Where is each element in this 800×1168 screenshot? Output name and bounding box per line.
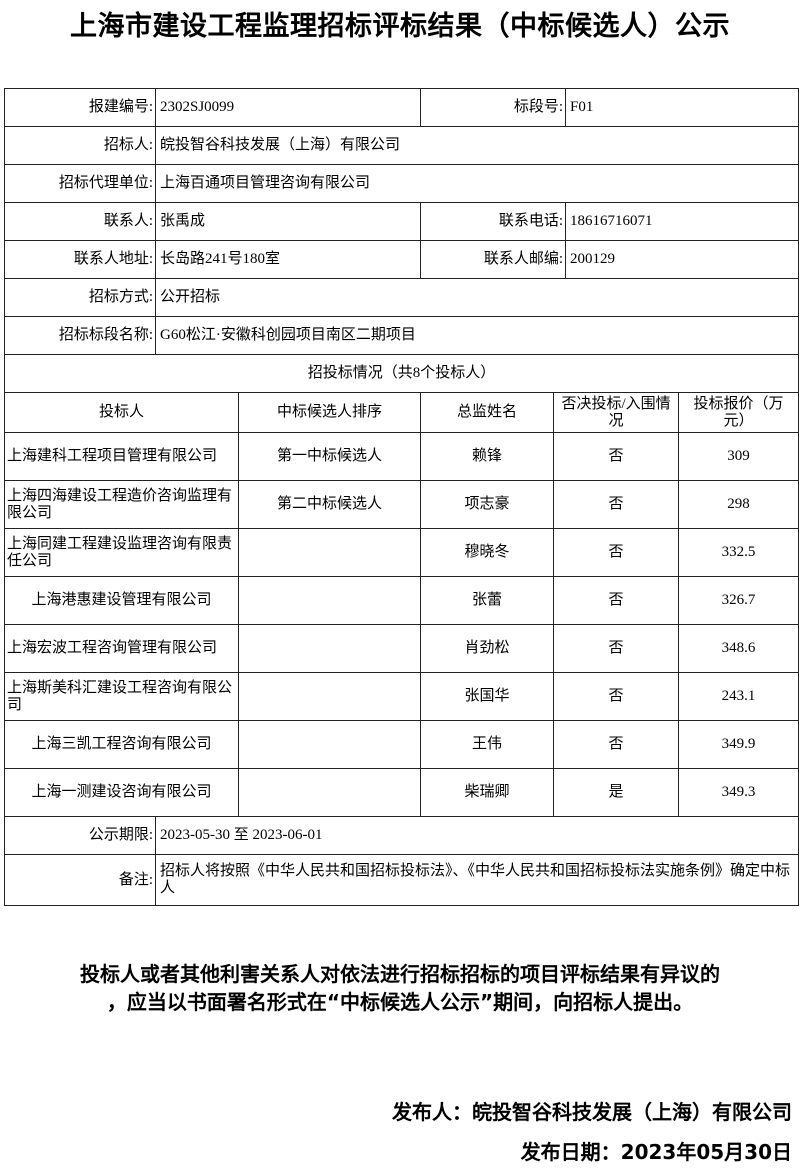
candidate-rank: [237, 576, 422, 625]
agency-label: 招标代理单位:: [4, 164, 156, 203]
agency: 上海百通项目管理咨询有限公司: [154, 164, 800, 203]
candidate-rank: [237, 624, 422, 673]
col-rank: 中标候选人排序: [237, 392, 422, 433]
section-no-label: 标段号:: [420, 88, 567, 127]
bid-price: 349.3: [678, 768, 800, 817]
remark-label: 备注:: [4, 854, 156, 906]
rejected-status: 否: [553, 672, 680, 721]
director-name: 赖锋: [420, 432, 555, 481]
bid-row: 上海四海建设工程造价咨询监理有限公司 第二中标候选人 项志豪否 298: [4, 480, 800, 529]
objection-notice: 投标人或者其他利害关系人对依法进行招标招标的项目评标结果有异议的 ，应当以书面署…: [0, 960, 800, 1016]
col-price: 投标报价（万元）: [678, 392, 800, 433]
rejected-status: 否: [553, 480, 680, 529]
bidder-name: 上海港惠建设管理有限公司: [4, 576, 239, 625]
page-title: 上海市建设工程监理招标评标结果（中标候选人）公示: [70, 11, 730, 42]
contact-label: 联系人:: [4, 202, 156, 241]
col-director: 总监姓名: [420, 392, 555, 433]
candidate-rank: 第二中标候选人: [237, 480, 422, 529]
bidder-name: 上海建科工程项目管理有限公司: [4, 432, 239, 481]
director-name: 张国华: [420, 672, 555, 721]
bid-price: 332.5: [678, 528, 800, 577]
rejected-status: 否: [553, 720, 680, 769]
tenderer: 皖投智谷科技发展（上海）有限公司: [154, 126, 800, 165]
section-name: G60松江·安徽科创园项目南区二期项目: [154, 316, 800, 355]
method: 公开招标: [154, 278, 800, 317]
notice-line-1: 投标人或者其他利害关系人对依法进行招标招标的项目评标结果有异议的: [80, 962, 720, 986]
tenderer-label: 招标人:: [4, 126, 156, 165]
postcode-label: 联系人邮编:: [420, 240, 567, 279]
bid-price: 243.1: [678, 672, 800, 721]
bidder-name: 上海同建工程建设监理咨询有限责任公司: [4, 528, 239, 577]
director-name: 王伟: [420, 720, 555, 769]
rejected-status: 否: [553, 624, 680, 673]
publish-date: 发布日期：2023年05月30日: [520, 1140, 792, 1164]
candidate-rank: [237, 720, 422, 769]
project-no-label: 报建编号:: [4, 88, 156, 127]
bidder-name: 上海四海建设工程造价咨询监理有限公司: [4, 480, 239, 529]
rejected-status: 是: [553, 768, 680, 817]
notice-line-2: ，应当以书面署名形式在“中标候选人公示”期间，向招标人提出。: [106, 990, 694, 1014]
candidate-rank: [237, 528, 422, 577]
director-name: 项志豪: [420, 480, 555, 529]
publisher: 发布人：皖投智谷科技发展（上海）有限公司: [392, 1100, 792, 1124]
bid-price: 326.7: [678, 576, 800, 625]
result-table: 报建编号: 2302SJ0099 标段号: F01 招标人: 皖投智谷科技发展（…: [3, 88, 800, 906]
director-name: 肖劲松: [420, 624, 555, 673]
contact: 张禹成: [154, 202, 422, 241]
phone-label: 联系电话:: [420, 202, 567, 241]
postcode: 200129: [565, 240, 800, 279]
director-name: 穆晓冬: [420, 528, 555, 577]
bid-row: 上海同建工程建设监理咨询有限责任公司 穆晓冬否 332.5: [4, 528, 800, 577]
project-no: 2302SJ0099: [154, 88, 422, 127]
bid-price: 298: [678, 480, 800, 529]
bid-row: 上海建科工程项目管理有限公司 第一中标候选人 赖锋否 309: [4, 432, 800, 481]
bid-price: 349.9: [678, 720, 800, 769]
rejected-status: 否: [553, 576, 680, 625]
bid-price: 348.6: [678, 624, 800, 673]
address: 长岛路241号180室: [154, 240, 422, 279]
bid-price: 309: [678, 432, 800, 481]
remark: 招标人将按照《中华人民共和国招标投标法》、《中华人民共和国招标投标法实施条例》确…: [154, 854, 800, 906]
section-no: F01: [565, 88, 800, 127]
bid-row: 上海三凯工程咨询有限公司 王伟否 349.9: [4, 720, 800, 769]
rejected-status: 否: [553, 528, 680, 577]
address-label: 联系人地址:: [4, 240, 156, 279]
bid-row: 上海斯美科汇建设工程咨询有限公司 张国华否 243.1: [4, 672, 800, 721]
candidate-rank: [237, 672, 422, 721]
col-bidder: 投标人: [4, 392, 239, 433]
bid-row: 上海宏波工程咨询管理有限公司 肖劲松否 348.6: [4, 624, 800, 673]
section-name-label: 招标标段名称:: [4, 316, 156, 355]
bidder-name: 上海宏波工程咨询管理有限公司: [4, 624, 239, 673]
bid-row: 上海一测建设咨询有限公司 柴瑞卿是 349.3: [4, 768, 800, 817]
period-label: 公示期限:: [4, 816, 156, 855]
phone: 18616716071: [565, 202, 800, 241]
candidate-rank: [237, 768, 422, 817]
bidder-name: 上海三凯工程咨询有限公司: [4, 720, 239, 769]
bidder-name: 上海斯美科汇建设工程咨询有限公司: [4, 672, 239, 721]
period: 2023-05-30 至 2023-06-01: [154, 816, 800, 855]
director-name: 张蕾: [420, 576, 555, 625]
method-label: 招标方式:: [4, 278, 156, 317]
bidder-name: 上海一测建设咨询有限公司: [4, 768, 239, 817]
director-name: 柴瑞卿: [420, 768, 555, 817]
rejected-status: 否: [553, 432, 680, 481]
bid-row: 上海港惠建设管理有限公司 张蕾否 326.7: [4, 576, 800, 625]
bids-heading: 招投标情况（共8个投标人）: [3, 354, 800, 393]
col-rejected: 否决投标/入围情况: [553, 392, 680, 433]
candidate-rank: 第一中标候选人: [237, 432, 422, 481]
